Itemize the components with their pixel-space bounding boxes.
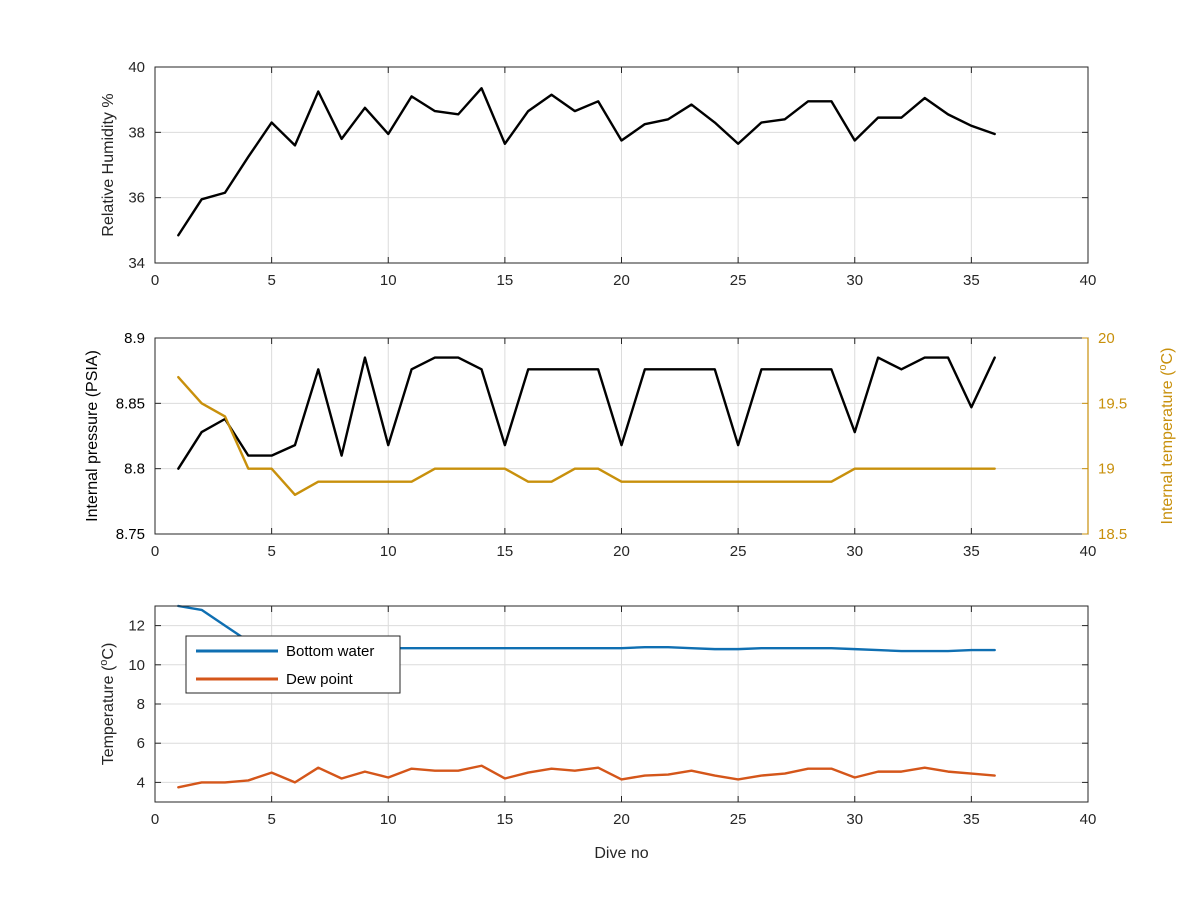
y-tick-label: 36	[128, 190, 145, 207]
y-tick-label: 8.9	[124, 330, 145, 347]
subplot-3: 0 5 10 15 20 25 30 35 40 4 6 8 10 12 Temperature (oC) D…	[98, 604, 1097, 862]
y-right-tick-label: 20	[1098, 330, 1115, 347]
x-tick-label: 35	[963, 272, 980, 289]
x-tick-label: 30	[846, 272, 863, 289]
x-tick-label: 25	[730, 272, 747, 289]
x-axis-label: Dive no	[594, 845, 648, 862]
y-tick-label: 8	[137, 696, 145, 713]
x-tick-label: 0	[151, 272, 159, 289]
y-axis-label-right: Internal temperature (oC)	[1157, 348, 1176, 525]
x-tick-label: 35	[963, 811, 980, 828]
x-tick-label: 5	[267, 543, 275, 560]
x-tick-label: 10	[380, 543, 397, 560]
y-tick-label: 12	[128, 618, 145, 635]
y-axis-label: Internal pressure (PSIA)	[84, 350, 101, 522]
y-tick-label: 8.85	[116, 395, 145, 412]
x-tick-label: 5	[267, 811, 275, 828]
x-tick-label: 30	[846, 811, 863, 828]
y-tick-label: 40	[128, 59, 145, 76]
x-tick-label: 15	[497, 543, 514, 560]
y-tick-label: 38	[128, 124, 145, 141]
x-tick-label: 15	[497, 272, 514, 289]
x-tick-label: 0	[151, 811, 159, 828]
y-tick-label: 8.8	[124, 461, 145, 478]
y-tick-label: 10	[128, 657, 145, 674]
y-right-tick-label: 18.5	[1098, 526, 1127, 543]
x-tick-label: 10	[380, 272, 397, 289]
x-tick-label: 0	[151, 543, 159, 560]
x-tick-label: 35	[963, 543, 980, 560]
x-tick-label: 40	[1080, 811, 1097, 828]
x-tick-label: 40	[1080, 272, 1097, 289]
x-tick-label: 40	[1080, 543, 1097, 560]
y-tick-label: 4	[137, 774, 145, 791]
x-tick-label: 20	[613, 543, 630, 560]
x-tick-label: 30	[846, 543, 863, 560]
legend-label: Bottom water	[286, 643, 374, 660]
y-tick-label: 34	[128, 255, 145, 272]
legend-box	[185, 635, 401, 694]
x-tick-label: 20	[613, 811, 630, 828]
x-tick-label: 25	[730, 543, 747, 560]
legend: Bottom water Dew point	[185, 635, 401, 694]
x-tick-label: 20	[613, 272, 630, 289]
series-line-dew-point	[177, 764, 996, 789]
x-tick-label: 5	[267, 272, 275, 289]
y-right-tick-label: 19.5	[1098, 395, 1127, 412]
y-tick-label: 6	[137, 735, 145, 752]
y-axis-label: Temperature (oC)	[98, 643, 117, 766]
x-tick-label: 10	[380, 811, 397, 828]
y-right-tick-label: 19	[1098, 461, 1115, 478]
x-tick-label: 25	[730, 811, 747, 828]
y-tick-label: 8.75	[116, 526, 145, 543]
x-tick-label: 15	[497, 811, 514, 828]
series-line-1	[177, 87, 996, 237]
subplot-1: 0 5 10 15 20 25 30 35 40 34 36 38 40 Relative Humidit…	[100, 59, 1096, 289]
subplot-2: 0 5 10 15 20 25 30 35 40 8.75 8.8 8.85 8.9 18.5 19 19.5…	[84, 330, 1176, 560]
series-line-2	[177, 376, 996, 496]
y-axis-label: Relative Humidity %	[100, 93, 117, 236]
series-line-1	[177, 356, 996, 470]
legend-label: Dew point	[286, 671, 354, 688]
